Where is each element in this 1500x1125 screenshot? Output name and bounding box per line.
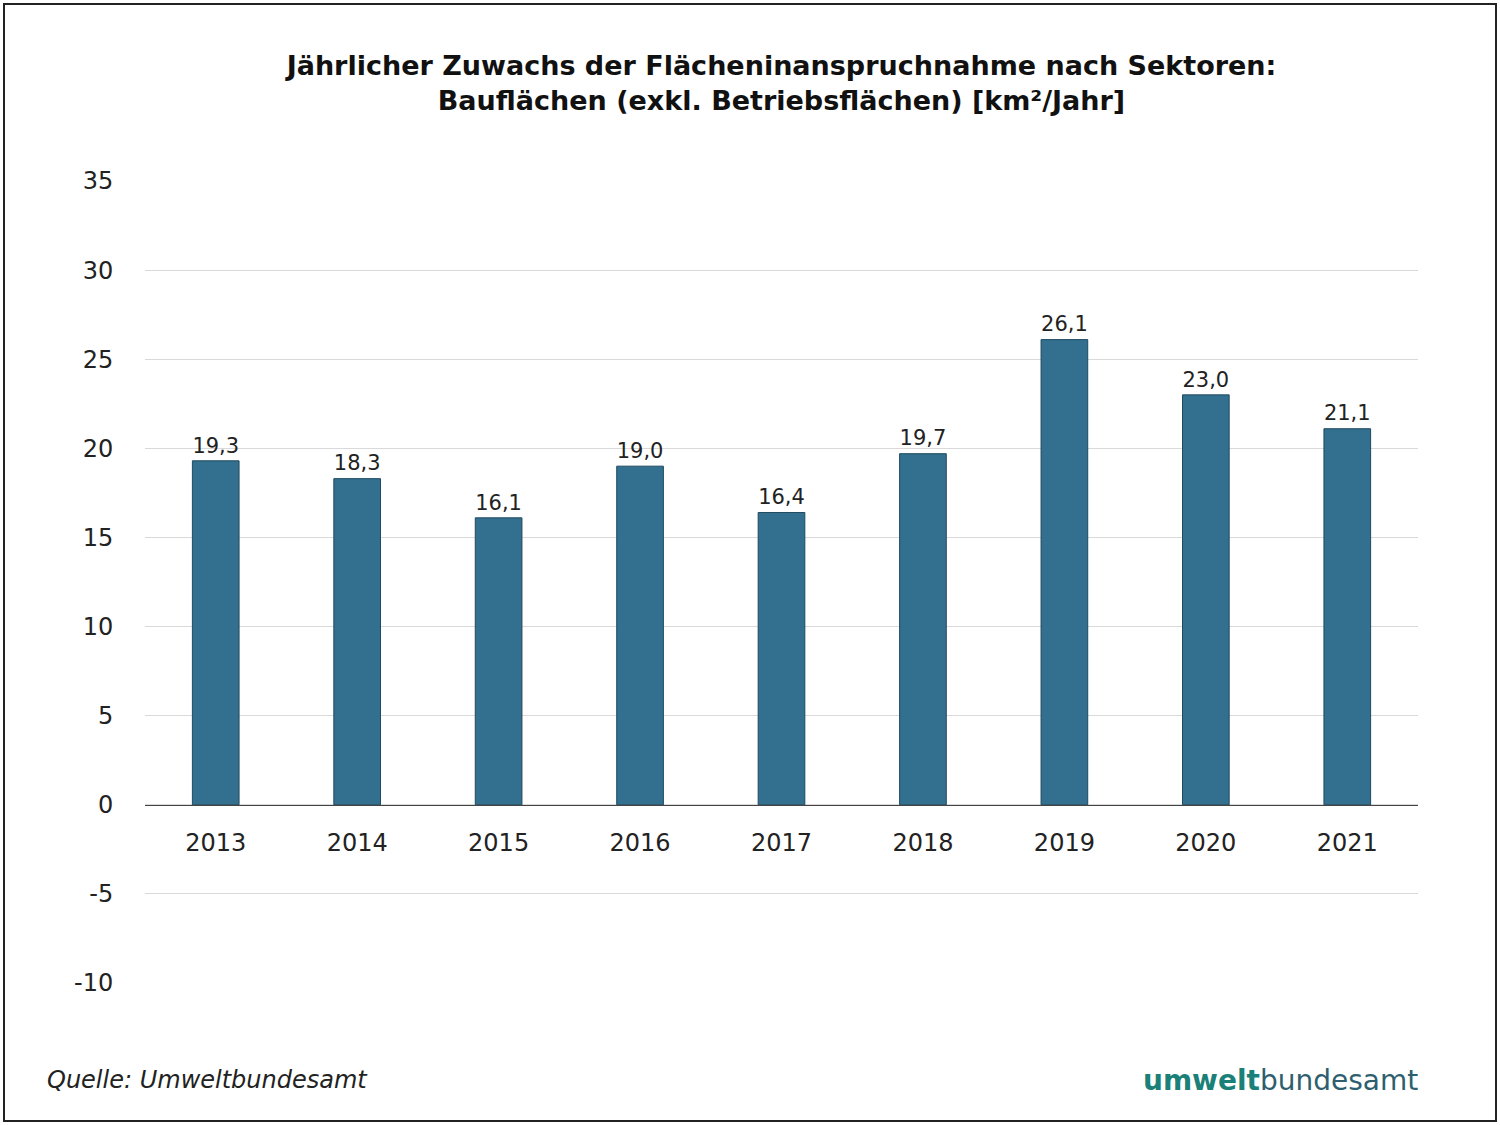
svg-text:2015: 2015: [468, 829, 529, 857]
svg-text:21,1: 21,1: [1324, 401, 1371, 425]
svg-text:26,1: 26,1: [1041, 312, 1088, 336]
svg-text:18,3: 18,3: [334, 451, 381, 475]
svg-text:2021: 2021: [1317, 829, 1378, 857]
svg-text:0: 0: [98, 791, 113, 819]
svg-text:-5: -5: [89, 880, 113, 908]
svg-text:Jährlicher Zuwachs der Flächen: Jährlicher Zuwachs der Flächeninanspruch…: [285, 50, 1277, 116]
svg-text:25: 25: [83, 346, 114, 374]
svg-text:23,0: 23,0: [1183, 368, 1230, 392]
svg-text:2014: 2014: [327, 829, 388, 857]
svg-text:30: 30: [83, 257, 114, 285]
svg-text:19,0: 19,0: [617, 439, 664, 463]
svg-text:2020: 2020: [1175, 829, 1236, 857]
svg-text:19,3: 19,3: [192, 434, 239, 458]
svg-text:15: 15: [83, 524, 114, 552]
svg-text:35: 35: [83, 167, 114, 195]
svg-text:20: 20: [83, 435, 114, 463]
svg-text:10: 10: [83, 613, 114, 641]
svg-text:2018: 2018: [892, 829, 953, 857]
svg-text:2013: 2013: [185, 829, 246, 857]
svg-text:16,1: 16,1: [475, 491, 522, 515]
svg-text:umweltbundesamt: umweltbundesamt: [1143, 1064, 1418, 1097]
svg-text:-10: -10: [74, 969, 113, 997]
svg-text:2016: 2016: [610, 829, 671, 857]
svg-text:2017: 2017: [751, 829, 812, 857]
svg-text:16,4: 16,4: [758, 485, 805, 509]
svg-text:2019: 2019: [1034, 829, 1095, 857]
svg-text:19,7: 19,7: [900, 426, 947, 450]
svg-text:5: 5: [98, 702, 113, 730]
svg-text:Quelle: Umweltbundesamt: Quelle: Umweltbundesamt: [47, 1066, 368, 1094]
